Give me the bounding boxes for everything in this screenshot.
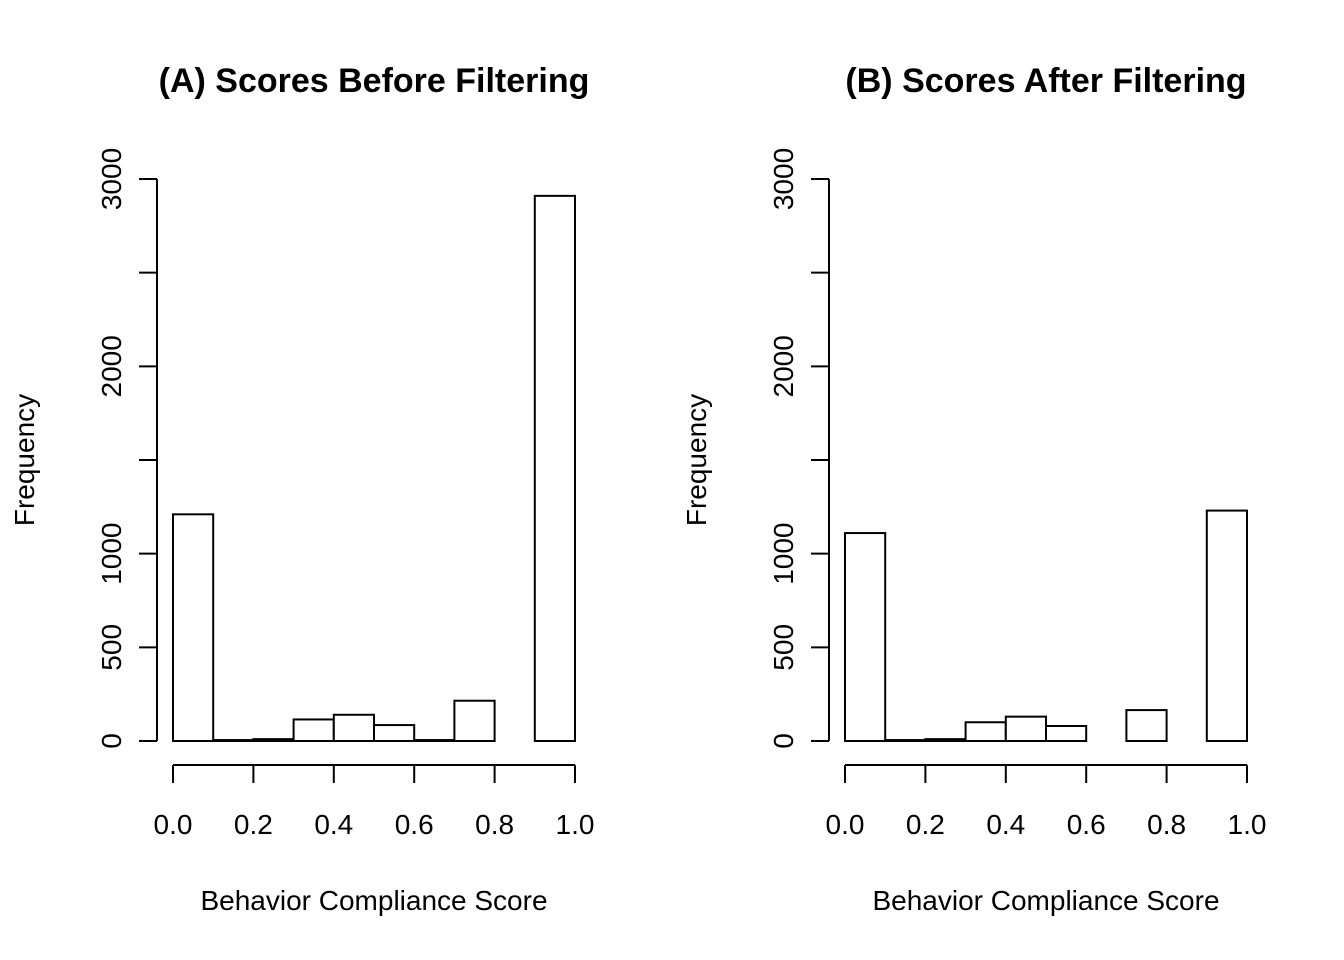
panel-b-bar-2: [924, 738, 967, 742]
panel-b-y-tick-label-4: 2000: [768, 335, 799, 397]
panel-a-bar-2: [252, 738, 295, 742]
panel-a-y-tick-label-6: 3000: [96, 148, 127, 210]
panel-a-title: (A) Scores Before Filtering: [159, 62, 590, 100]
panel-a-bar-4: [332, 713, 375, 742]
panel-a-bar-7: [453, 699, 496, 742]
panel-a-xlabel: Behavior Compliance Score: [200, 885, 547, 916]
panel-b-bar-9: [1205, 509, 1249, 742]
panel-a-bar-3: [292, 718, 335, 742]
panel-a-y-tick-label-4: 2000: [96, 335, 127, 397]
panel-b-x-tick-label-1: 0.2: [906, 809, 945, 840]
panel-a-x-tick-label-0: 0.0: [154, 809, 193, 840]
panel-a: (A) Scores Before Filtering Behavior Com…: [9, 62, 594, 916]
panel-a-x-tick-label-4: 0.8: [475, 809, 514, 840]
panel-b-x-tick-label-5: 1.0: [1228, 809, 1267, 840]
panel-a-x-tick-label-5: 1.0: [556, 809, 595, 840]
panel-a-x-tick-label-2: 0.4: [314, 809, 353, 840]
panel-b-y-tick-label-0: 0: [768, 733, 799, 749]
panel-a-ylabel: Frequency: [9, 394, 40, 526]
panel-b-bar-0: [844, 532, 887, 742]
panel-b-xlabel: Behavior Compliance Score: [872, 885, 1219, 916]
panel-a-x-tick-label-1: 0.2: [234, 809, 273, 840]
panel-b-ylabel: Frequency: [681, 394, 712, 526]
panel-b-x-tick-label-3: 0.6: [1067, 809, 1106, 840]
panel-b-x-tick-label-4: 0.8: [1147, 809, 1186, 840]
panel-a-x-tick-label-3: 0.6: [395, 809, 434, 840]
panel-b-bar-4: [1004, 715, 1047, 742]
panel-b-bar-7: [1125, 709, 1168, 743]
panel-a-bar-6: [413, 739, 456, 743]
panel-a-bar-5: [373, 724, 416, 742]
panel-b-title: (B) Scores After Filtering: [845, 62, 1246, 100]
panel-b-x-tick-label-2: 0.4: [986, 809, 1025, 840]
panel-a-plot-area: 0 500 1000 2000 3000 0.0 0.2 0.4 0.6 0.8 1.0: [96, 148, 594, 840]
panel-a-bar-1: [212, 739, 255, 743]
panel-b-y-tick-label-6: 3000: [768, 148, 799, 210]
panel-a-y-tick-label-1: 500: [96, 624, 127, 671]
panel-a-bar-9: [533, 194, 576, 743]
panel-b-bar-1: [884, 739, 927, 743]
panel-b: (B) Scores After Filtering Behavior Comp…: [681, 62, 1266, 916]
panel-b-y-tick-label-1: 500: [768, 624, 799, 671]
panel-a-y-tick-label-0: 0: [96, 733, 127, 749]
panel-b-bar-5: [1045, 725, 1088, 742]
panel-a-y-tick-label-2: 1000: [96, 523, 127, 585]
panel-b-x-tick-label-0: 0.0: [826, 809, 865, 840]
panel-b-plot-area: 0 500 1000 2000 3000 0.0 0.2 0.4 0.6 0.8 1.0: [768, 148, 1266, 840]
panel-a-bar-0: [172, 513, 215, 742]
panel-b-bar-3: [964, 721, 1007, 742]
panel-b-y-tick-label-2: 1000: [768, 523, 799, 585]
